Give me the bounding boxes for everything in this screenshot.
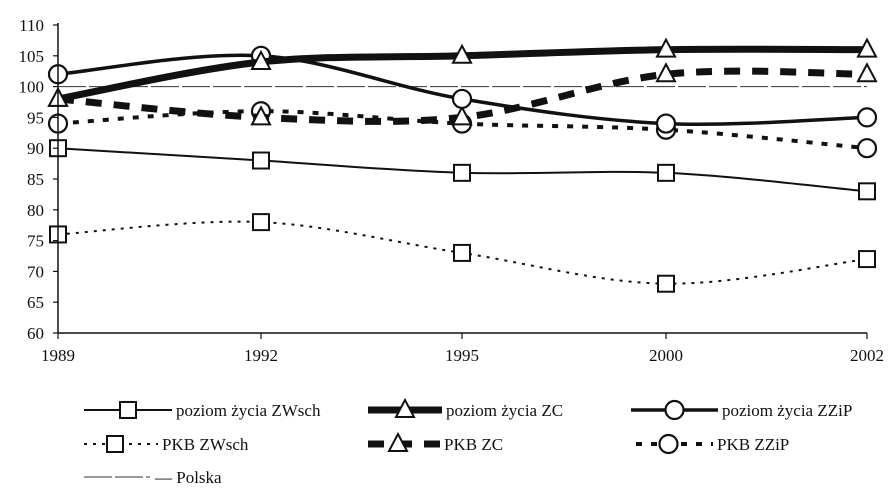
y-tick-label: 65 [27, 293, 44, 312]
legend-item-2: poziom życia ZZiP [631, 399, 852, 421]
legend-item-3: PKB ZWsch [84, 435, 249, 454]
data-point-3-2 [453, 243, 471, 262]
legend-label: PKB ZC [444, 435, 503, 454]
series-line-5 [57, 109, 868, 151]
series-3 [49, 213, 876, 293]
legend-label: — Polska [154, 468, 222, 487]
data-point-1-3 [655, 37, 677, 58]
y-tick-label: 60 [27, 324, 44, 343]
legend-item-1: poziom życia ZC [368, 397, 563, 420]
axis-layer: 60 65 70 75 80 85 90 95 100 105 110 1989 1992 1995 200… [19, 16, 885, 365]
data-point-2-4 [856, 107, 878, 128]
legend-swatch-marker [387, 431, 409, 452]
legend-label: PKB ZWsch [162, 435, 249, 454]
x-tick-label: 2002 [850, 346, 884, 365]
data-point-2-3 [655, 113, 677, 134]
data-point-4-2 [451, 105, 473, 126]
legend-item-0: poziom życia ZWsch [84, 401, 321, 420]
x-tick-label: 1989 [41, 346, 75, 365]
series-layer [47, 37, 878, 293]
y-tick-label: 85 [27, 170, 44, 189]
data-point-2-2 [451, 88, 473, 110]
legend-swatch-marker [119, 401, 137, 419]
y-tick-label: 70 [27, 262, 44, 281]
x-tick-label: 1995 [445, 346, 479, 365]
legend-label: poziom życia ZC [446, 401, 563, 420]
legend-swatch-marker [664, 399, 685, 421]
data-point-1-1 [250, 49, 272, 70]
data-point-0-1 [252, 151, 270, 170]
data-point-1-2 [451, 43, 473, 64]
data-point-1-4 [856, 37, 878, 58]
y-tick-label: 100 [19, 78, 45, 97]
legend-label: poziom życia ZZiP [722, 401, 852, 420]
data-point-4-4 [856, 62, 878, 83]
legend: poziom życia ZWsch poziom życia ZC poziom … [84, 397, 852, 487]
data-point-0-4 [858, 182, 876, 201]
legend-label: poziom życia ZWsch [176, 401, 321, 420]
y-tick-label: 95 [27, 108, 44, 127]
legend-item-reference: — Polska [84, 468, 222, 487]
y-tick-label: 80 [27, 201, 44, 220]
y-tick-label: 90 [27, 139, 44, 158]
x-tick-label: 2000 [649, 346, 683, 365]
data-point-4-3 [655, 62, 677, 83]
legend-swatch-marker [394, 397, 416, 418]
data-point-4-1 [250, 105, 272, 126]
y-tick-label: 110 [19, 16, 44, 35]
x-tick-label: 1992 [244, 346, 278, 365]
legend-swatch-marker [658, 433, 679, 455]
legend-item-4: PKB ZC [368, 431, 503, 454]
legend-swatch-marker [106, 435, 124, 453]
data-point-3-4 [858, 250, 876, 269]
data-point-3-1 [252, 213, 270, 232]
series-0 [49, 139, 876, 201]
y-tick-label: 75 [27, 232, 44, 251]
data-point-0-2 [453, 163, 471, 182]
data-point-0-3 [657, 163, 675, 182]
legend-item-5: PKB ZZiP [636, 433, 789, 455]
data-point-3-3 [657, 274, 675, 293]
y-tick-label: 105 [19, 47, 45, 66]
data-point-5-4 [856, 138, 878, 159]
legend-label: PKB ZZiP [717, 435, 789, 454]
series-1 [47, 37, 878, 107]
